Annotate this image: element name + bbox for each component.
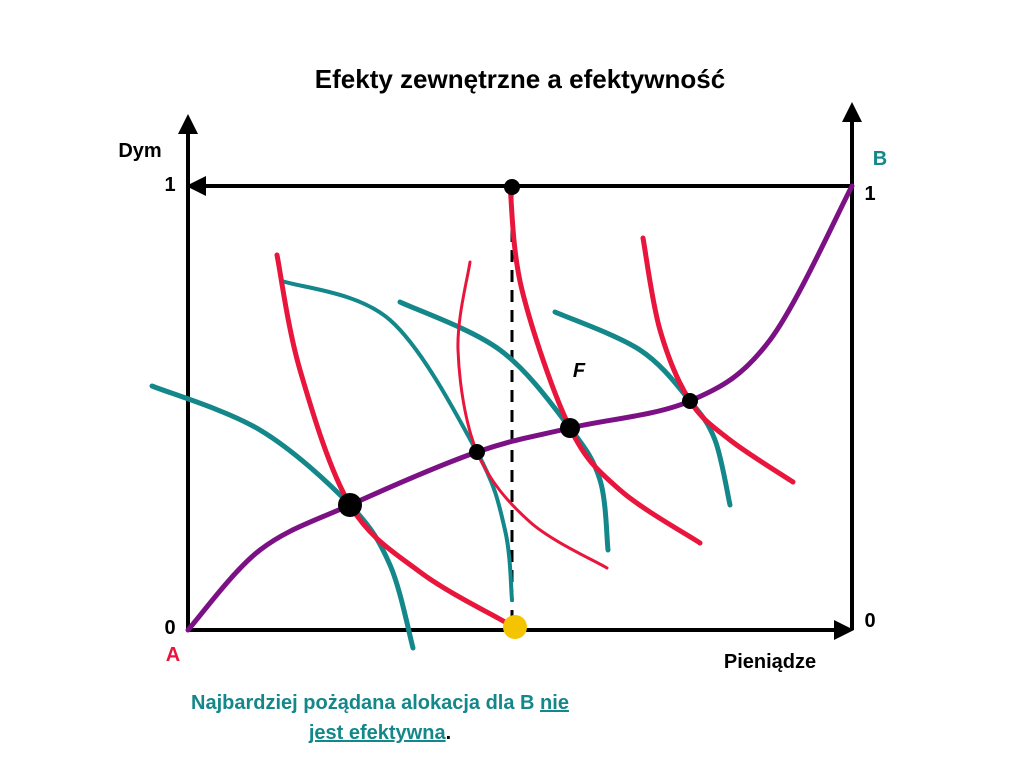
a-zero: 0 [164,617,175,639]
point-label: F [573,360,586,382]
point [682,393,698,409]
x-label: Pieniądze [724,651,816,673]
y-label: Dym [118,140,161,162]
b-zero: 0 [864,610,875,632]
point [504,179,520,195]
b-one: 1 [864,183,875,205]
point [560,418,580,438]
indifference-curve-b [149,383,416,651]
contract-curve [185,183,855,633]
b-label: B [873,148,887,170]
caption-emphasis: nie [540,692,569,714]
caption-text: Najbardziej pożądana alokacja dla B [191,692,535,714]
indifference-curve-b [552,309,733,508]
title: Efekty zewnętrzne a efektywność [315,64,725,94]
point [469,444,485,460]
caption: Najbardziej pożądana alokacja dla B nie j… [100,688,660,748]
caption-emphasis: jest efektywna [308,722,446,744]
caption-end: . [445,722,452,744]
indifference-curve-b [280,279,514,602]
a-one: 1 [164,174,175,196]
curves [149,183,855,651]
point [338,493,362,517]
indifference-curve-a [456,260,609,570]
point-b-best [503,615,527,639]
a-label: A [166,644,180,666]
